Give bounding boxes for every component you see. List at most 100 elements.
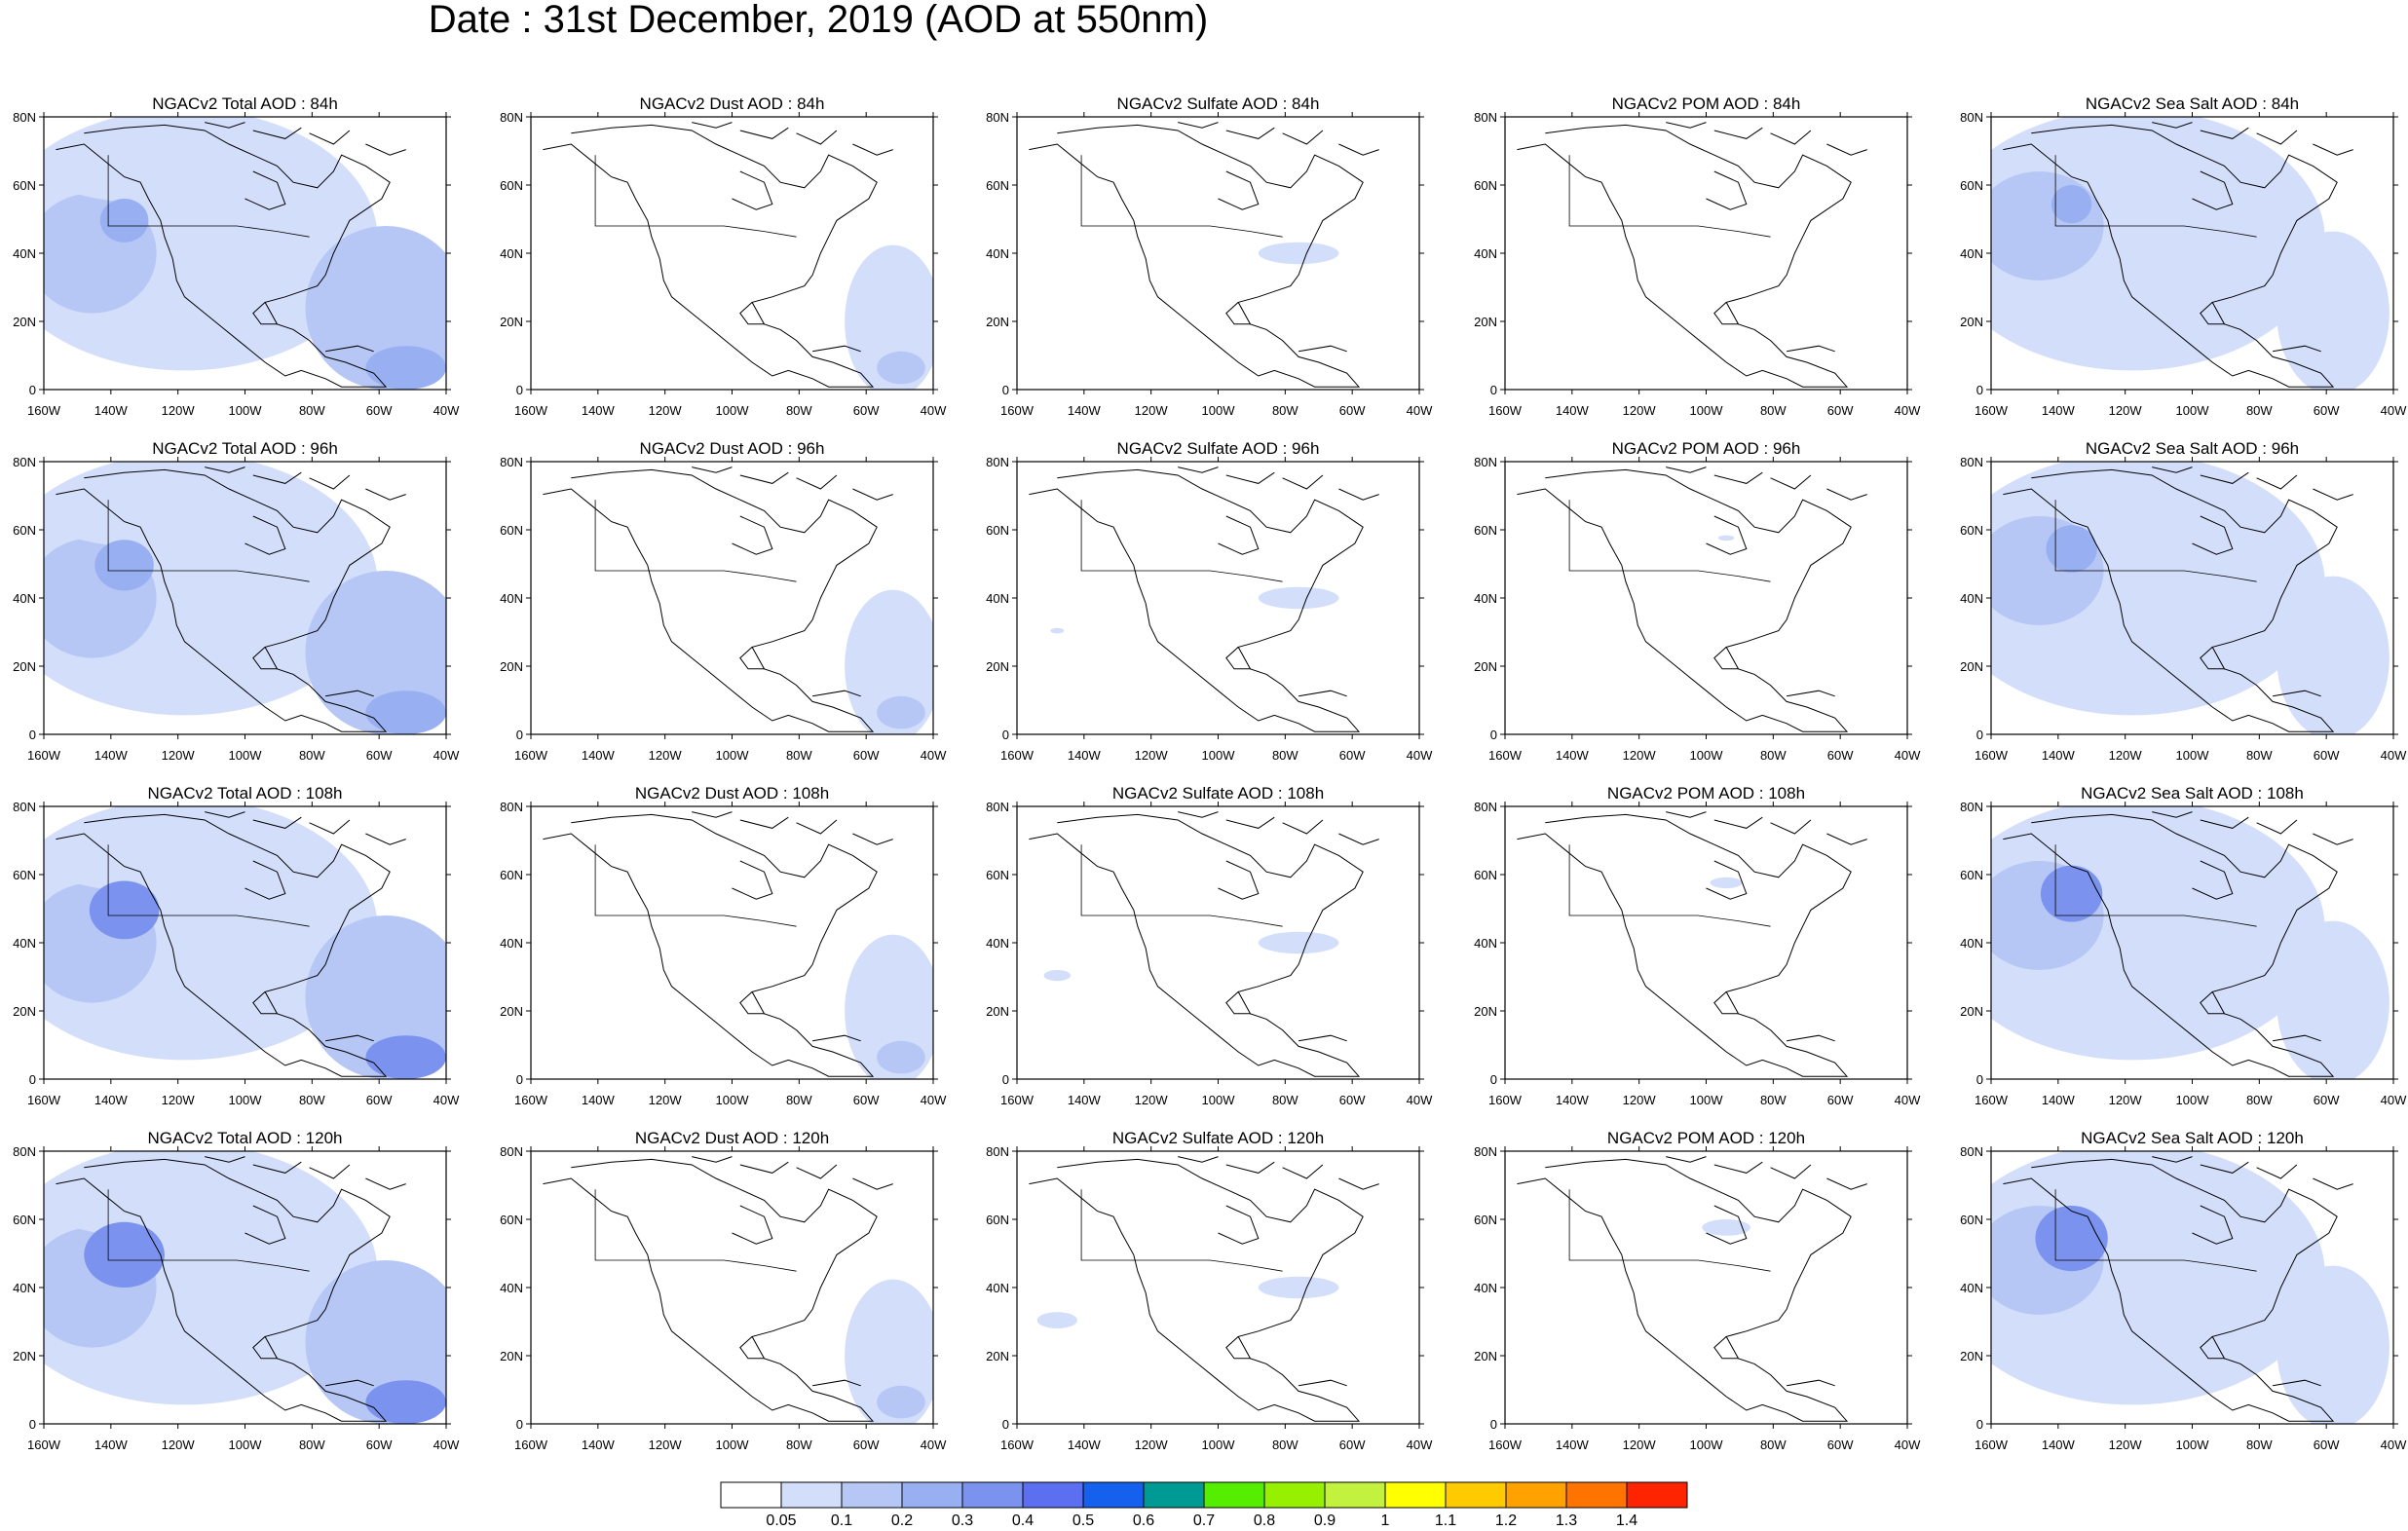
panel-title: NGACv2 Dust AOD : 108h — [635, 784, 829, 803]
panel-title: NGACv2 Sulfate AOD : 120h — [1112, 1129, 1324, 1147]
lon-tick-label: 120W — [2109, 748, 2143, 763]
lon-tick-label: 80W — [1760, 1438, 1787, 1452]
lon-tick-label: 40W — [433, 403, 460, 418]
lat-tick-label: 80N — [986, 800, 1009, 814]
lon-tick-label: 40W — [1895, 403, 1921, 418]
map-panel-dust-96: NGACv2 Dust AOD : 96h 80N 60N 40N 20N 0 160W 14… — [500, 439, 947, 763]
lat-tick-label: 60N — [1474, 1213, 1497, 1227]
aod-shading — [1017, 1151, 1419, 1424]
lat-tick-label: 80N — [1960, 800, 1983, 814]
lon-tick-label: 140W — [1068, 1093, 1102, 1107]
lat-tick-label: 0 — [1490, 728, 1497, 742]
panel-title: NGACv2 Total AOD : 84h — [152, 94, 338, 113]
lon-tick-label: 160W — [27, 748, 61, 763]
lon-tick-label: 100W — [1202, 748, 1236, 763]
lon-tick-label: 100W — [716, 1093, 750, 1107]
lon-tick-label: 80W — [1760, 748, 1787, 763]
lat-tick-label: 20N — [13, 1349, 36, 1363]
lon-tick-label: 60W — [366, 1438, 393, 1452]
lon-tick-label: 100W — [1690, 1093, 1724, 1107]
lon-tick-label: 80W — [299, 748, 325, 763]
map-panel-pom-120: NGACv2 POM AOD : 120h 80N 60N 40N 20N 0 160W 14… — [1474, 1129, 1921, 1452]
lat-tick-label: 0 — [1002, 383, 1009, 397]
lon-tick-label: 140W — [2042, 1093, 2076, 1107]
coastline — [2003, 811, 2353, 1077]
map-panel-sulfate-96: NGACv2 Sulfate AOD : 96h 80N 60N 40N 20N 0 160… — [986, 439, 1433, 763]
lon-tick-label: 120W — [649, 1438, 683, 1452]
coastline — [1517, 1156, 1867, 1422]
lat-tick-label: 40N — [500, 591, 523, 606]
aod-shading — [44, 117, 446, 390]
coastline — [543, 122, 893, 388]
aod-shading — [44, 462, 446, 734]
lon-tick-label: 120W — [1623, 403, 1657, 418]
lat-tick-label: 0 — [516, 383, 523, 397]
lon-tick-label: 100W — [1202, 1438, 1236, 1452]
lat-tick-label: 40N — [1474, 246, 1497, 261]
lon-tick-label: 160W — [27, 403, 61, 418]
aod-shading — [1017, 117, 1419, 390]
lon-tick-label: 120W — [162, 1438, 196, 1452]
lat-tick-label: 0 — [516, 1417, 523, 1432]
coastline — [543, 1156, 893, 1422]
lon-tick-label: 160W — [514, 748, 548, 763]
lon-tick-label: 160W — [1000, 748, 1035, 763]
lat-tick-label: 20N — [1474, 1004, 1497, 1019]
lon-tick-label: 40W — [2381, 748, 2407, 763]
lon-tick-label: 80W — [2246, 1093, 2273, 1107]
lon-tick-label: 100W — [229, 403, 263, 418]
lat-tick-label: 80N — [13, 800, 36, 814]
lon-tick-label: 140W — [94, 403, 129, 418]
colorbar-swatch — [1445, 1481, 1507, 1509]
panel-title: NGACv2 Dust AOD : 120h — [635, 1129, 829, 1147]
lon-tick-label: 60W — [2314, 403, 2340, 418]
map-panel-dust-108: NGACv2 Dust AOD : 108h 80N 60N 40N 20N 0 160W 1… — [500, 784, 947, 1107]
lat-tick-label: 40N — [1960, 1281, 1983, 1295]
colorbar-swatch — [780, 1481, 843, 1509]
lon-tick-label: 120W — [1135, 1093, 1169, 1107]
map-panel-total-84: NGACv2 Total AOD : 84h 80N 60N 40N 20N 0 160W 1… — [13, 94, 460, 418]
lat-tick-label: 0 — [1490, 1072, 1497, 1087]
lon-tick-label: 60W — [366, 748, 393, 763]
lon-tick-label: 140W — [94, 1093, 129, 1107]
lon-tick-label: 40W — [921, 1093, 947, 1107]
colorbar-label: 0.2 — [891, 1512, 913, 1529]
lon-tick-label: 100W — [2176, 748, 2210, 763]
coastline — [1029, 467, 1379, 732]
lat-tick-label: 80N — [986, 110, 1009, 125]
lon-tick-label: 80W — [1272, 1093, 1298, 1107]
lat-tick-label: 40N — [1960, 246, 1983, 261]
lat-tick-label: 40N — [1960, 936, 1983, 951]
panel-title: NGACv2 Sea Salt AOD : 84h — [2086, 94, 2299, 113]
colorbar-swatch — [1082, 1481, 1145, 1509]
lat-tick-label: 80N — [986, 1144, 1009, 1159]
aod-shading — [1505, 1151, 1907, 1424]
coastline — [2003, 467, 2353, 732]
lat-tick-label: 40N — [13, 591, 36, 606]
lon-tick-label: 80W — [1272, 1438, 1298, 1452]
lat-tick-label: 20N — [986, 1004, 1009, 1019]
lon-tick-label: 40W — [2381, 1438, 2407, 1452]
lon-tick-label: 40W — [2381, 403, 2407, 418]
colorbar-swatch — [1565, 1481, 1628, 1509]
lon-tick-label: 80W — [1760, 1093, 1787, 1107]
panel-title: NGACv2 Total AOD : 120h — [147, 1129, 342, 1147]
panel-title: NGACv2 POM AOD : 108h — [1607, 784, 1805, 803]
lon-tick-label: 120W — [649, 748, 683, 763]
map-panel-sulfate-84: NGACv2 Sulfate AOD : 84h 80N 60N 40N 20N 0 160… — [986, 94, 1433, 418]
colorbar-label: 1.2 — [1495, 1512, 1517, 1529]
colorbar-label: 0.4 — [1012, 1512, 1034, 1529]
coastline — [1029, 1156, 1379, 1422]
coastline — [56, 467, 406, 732]
lat-tick-label: 80N — [500, 1144, 523, 1159]
lon-tick-label: 120W — [2109, 403, 2143, 418]
lon-tick-label: 120W — [2109, 1093, 2143, 1107]
lat-tick-label: 80N — [1474, 800, 1497, 814]
lon-tick-label: 140W — [2042, 403, 2076, 418]
lat-tick-label: 0 — [29, 728, 36, 742]
colorbar-label: 1.1 — [1435, 1512, 1456, 1529]
panel-title: NGACv2 Sulfate AOD : 108h — [1112, 784, 1324, 803]
panel-title: NGACv2 Sea Salt AOD : 108h — [2081, 784, 2304, 803]
lat-tick-label: 0 — [1002, 728, 1009, 742]
